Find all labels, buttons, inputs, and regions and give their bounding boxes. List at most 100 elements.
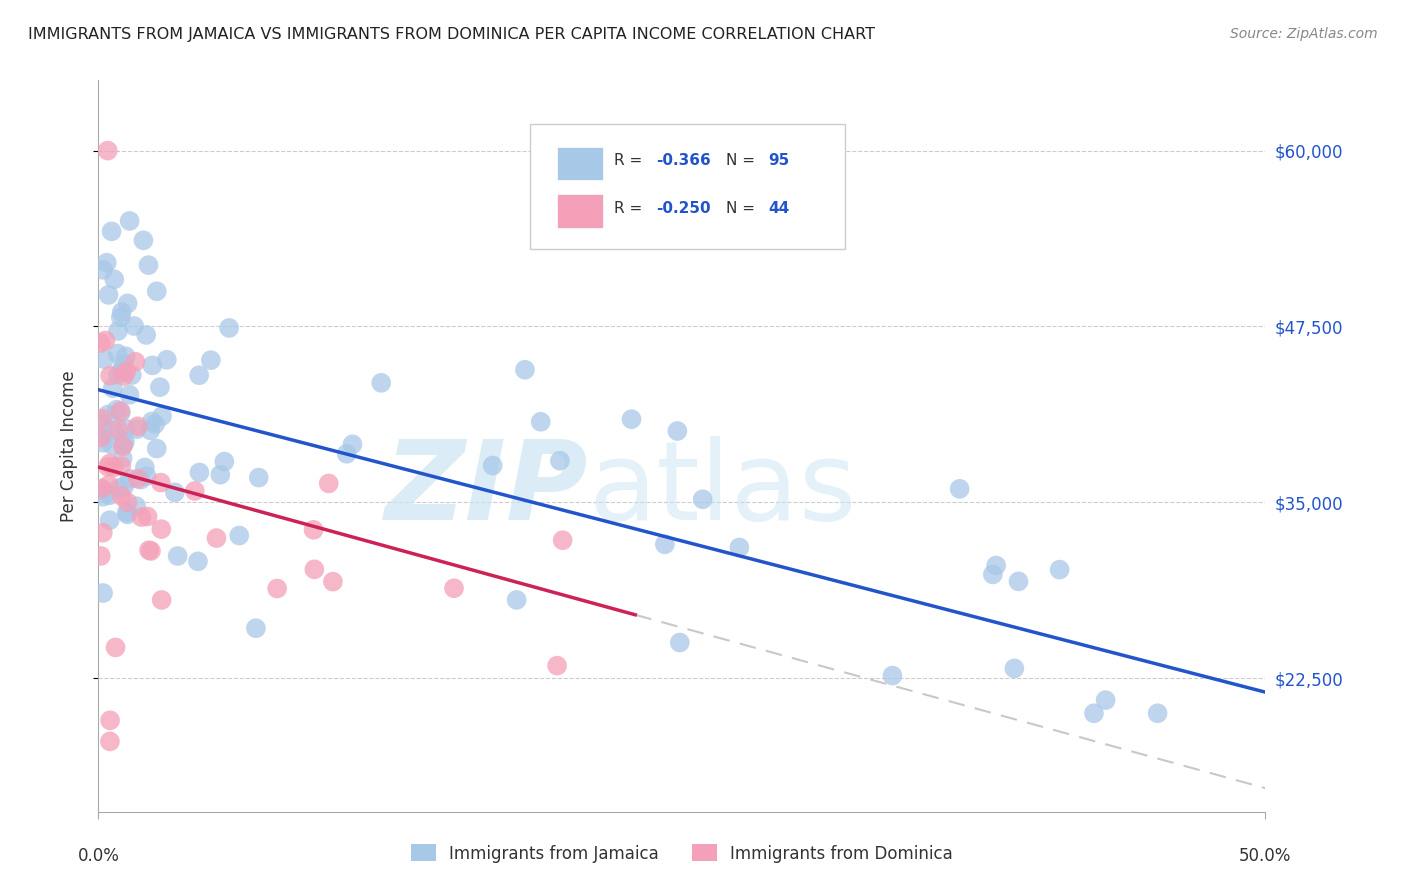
Point [115,505,138,519]
Point [118,388,141,402]
Point [101,438,124,452]
Point [125,499,148,513]
Point [112,357,135,371]
Point [122,318,145,333]
Point [90,411,112,425]
Text: 0.0%: 0.0% [77,847,120,865]
Point [112,369,135,384]
Point [1007,574,1029,589]
Point [90,549,112,563]
Point [105,402,128,417]
Point [513,363,536,377]
Point [112,437,135,451]
Point [1049,563,1071,577]
Point [98,513,121,527]
Point [125,422,148,436]
Point [124,355,146,369]
Text: atlas: atlas [589,436,858,543]
Point [138,543,160,558]
Point [149,475,172,490]
Point [94,334,117,348]
Point [91,417,114,432]
Point [209,467,232,482]
Point [100,224,122,238]
Point [336,447,359,461]
Point [146,285,169,299]
Point [143,417,166,432]
Point [97,408,120,422]
Point [156,352,179,367]
Point [150,522,173,536]
Point [97,478,120,492]
Text: IMMIGRANTS FROM JAMAICA VS IMMIGRANTS FROM DOMINICA PER CAPITA INCOME CORRELATIO: IMMIGRANTS FROM JAMAICA VS IMMIGRANTS FR… [28,27,875,42]
Point [302,523,325,537]
Point [145,442,167,456]
Point [139,423,162,437]
Point [135,469,157,483]
Point [96,256,118,270]
Point [110,364,132,378]
Point [91,483,114,498]
Point [111,439,134,453]
Point [247,470,270,484]
Point [551,533,574,548]
Point [114,349,136,363]
Point [107,324,129,338]
Point [692,492,714,507]
Point [90,335,112,350]
Text: R =: R = [614,201,647,216]
Point [117,508,139,522]
Point [98,488,121,502]
Point [103,424,125,438]
Point [93,352,115,367]
Point [118,472,141,486]
Point [101,381,124,395]
Point [97,459,120,474]
Point [114,434,136,449]
Point [620,412,643,426]
Point [188,466,211,480]
Point [304,562,326,576]
Point [90,481,112,495]
Text: Source: ZipAtlas.com: Source: ZipAtlas.com [1230,27,1378,41]
Point [91,435,114,450]
Legend: Immigrants from Jamaica, Immigrants from Dominica: Immigrants from Jamaica, Immigrants from… [404,838,960,869]
Point [104,640,127,655]
Y-axis label: Per Capita Income: Per Capita Income [59,370,77,522]
Point [228,528,250,542]
FancyBboxPatch shape [557,147,603,180]
Point [110,489,132,503]
Point [98,368,121,383]
Point [370,376,392,390]
Point [150,409,173,423]
Point [184,483,207,498]
Point [205,531,228,545]
Text: 95: 95 [768,153,790,169]
Point [218,321,240,335]
FancyBboxPatch shape [557,194,603,228]
Point [546,658,568,673]
Point [97,144,120,158]
Text: N =: N = [727,153,761,169]
Point [188,368,211,383]
Text: R =: R = [614,153,647,169]
Point [318,476,340,491]
Point [103,272,125,286]
Point [200,353,222,368]
Point [118,214,141,228]
Point [91,426,114,441]
Text: -0.250: -0.250 [657,201,711,216]
Point [98,457,121,471]
Point [117,296,139,310]
Point [882,668,904,682]
Point [110,405,132,419]
Point [114,421,136,435]
Point [139,544,162,558]
Point [103,460,125,475]
Point [138,258,160,272]
Point [443,581,465,595]
Point [111,305,134,319]
Point [127,419,149,434]
Point [115,364,138,378]
Point [127,472,149,486]
